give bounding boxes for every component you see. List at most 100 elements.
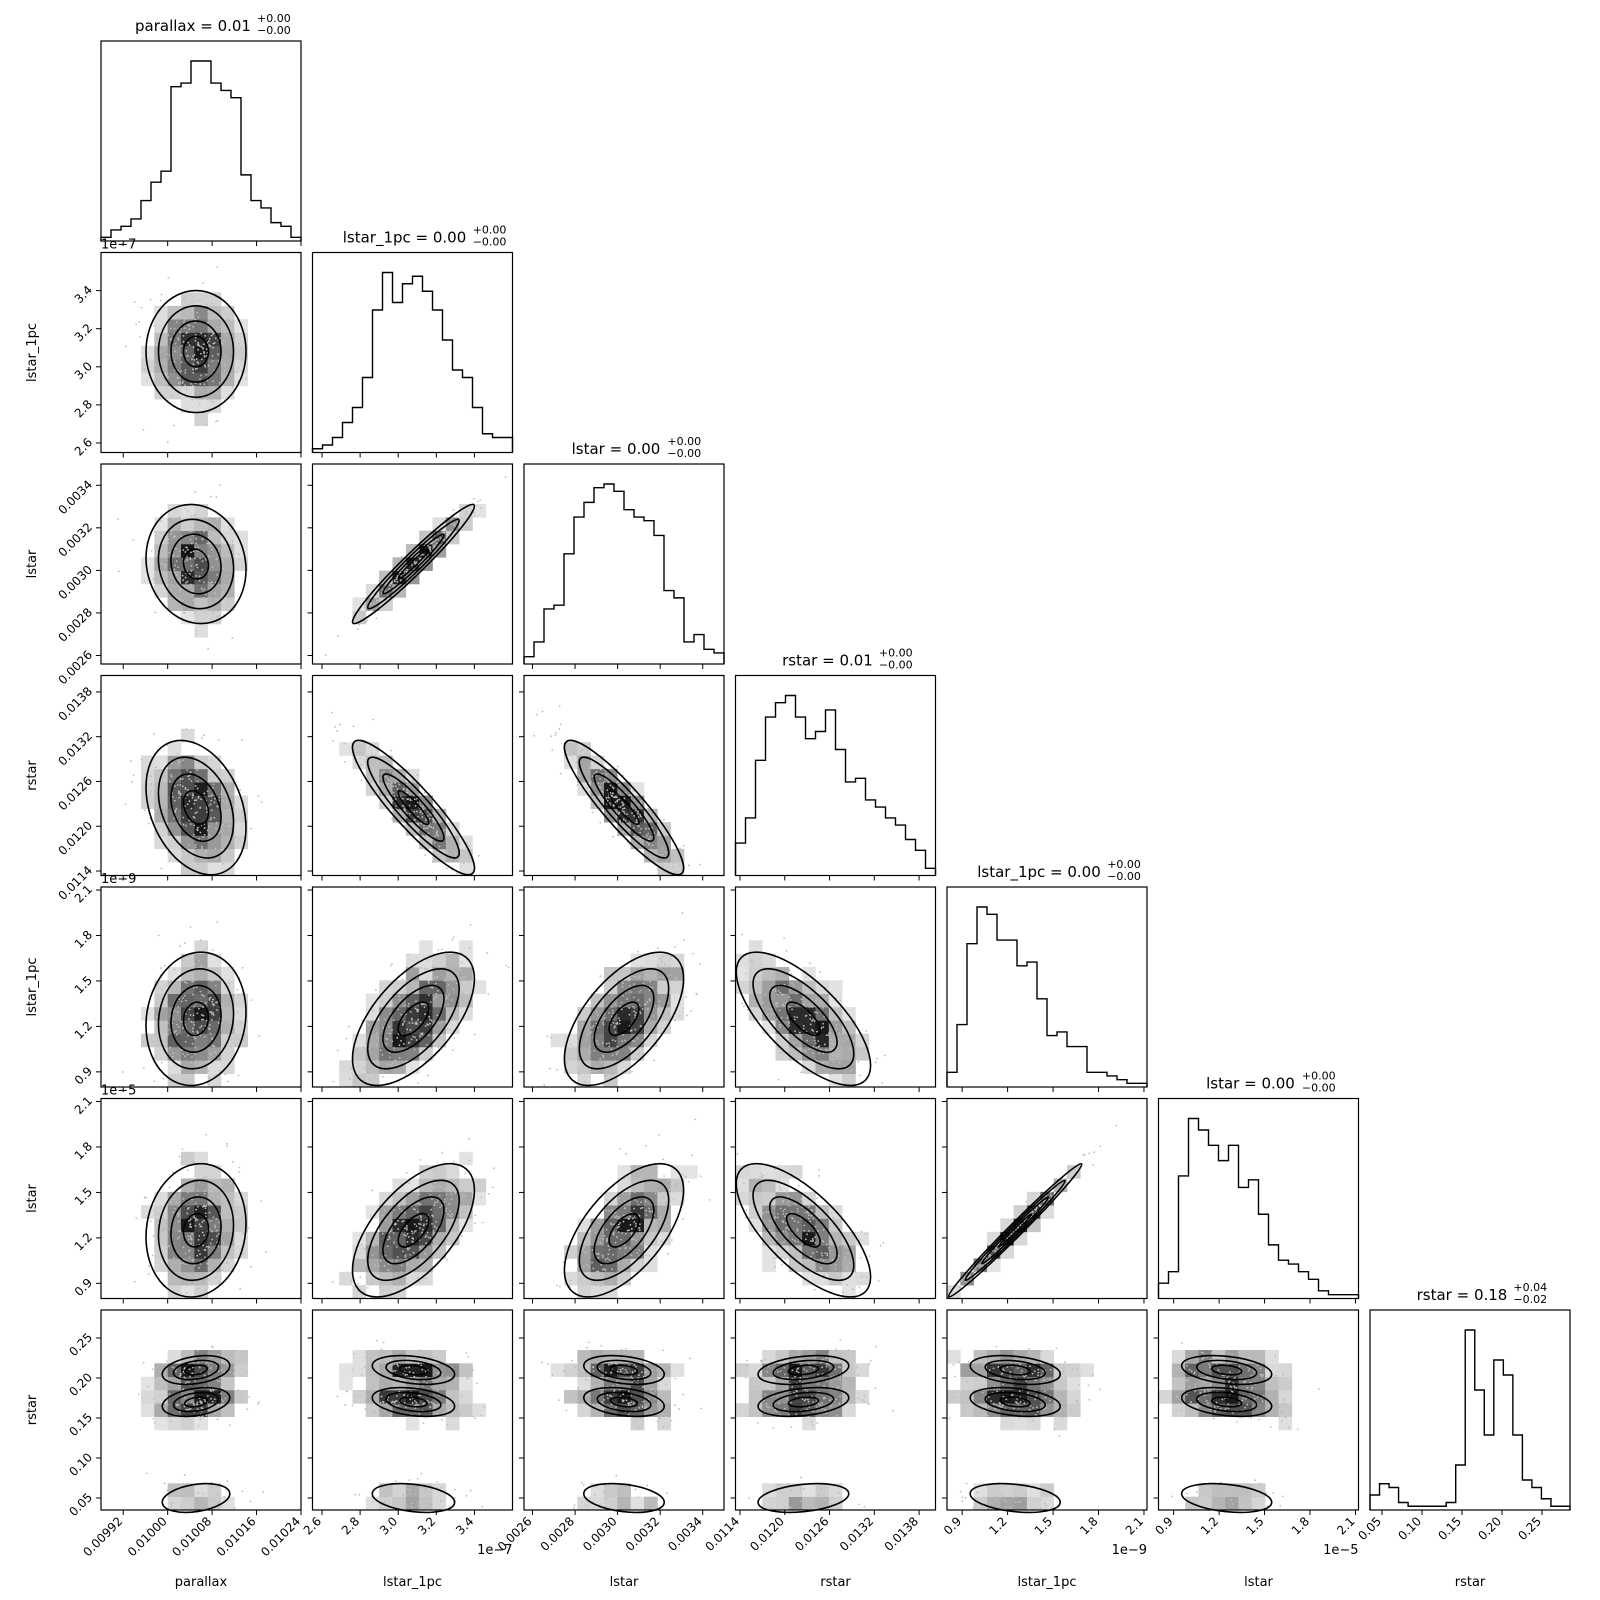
sample-point: [426, 827, 429, 829]
density-cell: [194, 1496, 208, 1511]
sample-point: [708, 1198, 711, 1201]
sample-point: [415, 985, 417, 988]
sample-point: [174, 535, 177, 538]
sample-point: [795, 992, 798, 995]
sample-point: [656, 947, 659, 950]
sample-point: [634, 1012, 637, 1014]
sample-point: [507, 966, 510, 969]
sample-point: [794, 1030, 796, 1033]
sample-point: [594, 1231, 597, 1234]
sample-point: [818, 1168, 820, 1171]
sample-point: [219, 584, 222, 587]
sample-point: [806, 1039, 808, 1042]
panel-frame: [100, 886, 302, 1088]
sample-point: [656, 834, 659, 837]
sample-point: [218, 548, 221, 551]
sample-point: [368, 1047, 371, 1050]
sample-point: [212, 387, 215, 390]
sample-point: [835, 1276, 838, 1279]
sample-point: [369, 603, 372, 606]
sample-point: [818, 1045, 821, 1048]
sample-point: [191, 1400, 193, 1403]
density-cell: [221, 557, 235, 571]
sample-point: [417, 1362, 420, 1365]
sample-point: [363, 1366, 366, 1368]
density-panel-lstar_1pc-vs-lstar: [311, 463, 514, 665]
sample-point: [594, 1493, 596, 1496]
sample-point: [190, 551, 192, 554]
sample-point: [417, 1018, 420, 1021]
sample-point: [685, 996, 687, 998]
sample-point: [425, 827, 427, 830]
sample-point: [197, 863, 200, 866]
sample-point: [192, 371, 195, 374]
sample-point: [651, 1368, 654, 1371]
sample-point: [224, 584, 227, 587]
sample-point: [181, 759, 184, 762]
sample-point: [121, 1071, 124, 1073]
sample-point: [364, 1408, 367, 1411]
sample-point: [612, 835, 615, 838]
sample-point: [168, 1245, 170, 1248]
sample-point: [590, 1031, 593, 1033]
sample-point: [784, 1208, 786, 1211]
sample-point: [186, 1381, 188, 1383]
sample-point: [763, 1204, 766, 1207]
sample-point: [207, 411, 210, 414]
sample-point: [426, 811, 429, 813]
sample-point: [1025, 1200, 1028, 1203]
sample-point: [359, 1276, 362, 1278]
sample-point: [634, 1028, 637, 1031]
sample-point: [429, 1022, 431, 1025]
density-cell: [141, 1007, 155, 1021]
sample-point: [429, 1405, 432, 1408]
sample-point: [447, 1003, 450, 1006]
sample-point: [433, 997, 436, 1000]
sample-point: [200, 345, 203, 348]
sample-point: [162, 1387, 165, 1390]
sample-point: [221, 1022, 224, 1025]
sample-point: [639, 965, 642, 968]
sample-point: [190, 570, 193, 572]
sample-point: [364, 761, 367, 763]
sample-point: [194, 300, 197, 303]
density-cell: [339, 1073, 353, 1088]
sample-point: [439, 1500, 442, 1503]
sample-point: [192, 794, 194, 797]
density-cell: [419, 1033, 433, 1048]
sample-point: [554, 731, 557, 734]
density-cell: [459, 1151, 473, 1166]
sample-point: [424, 1252, 426, 1255]
sample-point: [444, 1198, 447, 1201]
sample-point: [239, 789, 241, 791]
sample-point: [201, 845, 203, 848]
sample-point: [237, 553, 240, 556]
sample-point: [637, 976, 640, 979]
sample-point: [165, 1244, 168, 1247]
sample-point: [215, 615, 218, 618]
sample-point: [198, 575, 201, 578]
sample-point: [188, 1008, 191, 1011]
sample-point: [761, 1176, 764, 1179]
sample-point: [408, 1371, 411, 1373]
panel-title: lstar = 0.00: [1206, 1075, 1295, 1093]
sample-point: [454, 1379, 457, 1382]
sample-point: [381, 1232, 384, 1235]
sample-point: [659, 957, 662, 960]
sample-point: [669, 1188, 672, 1191]
sample-point: [461, 1411, 464, 1413]
sample-point: [807, 1205, 810, 1208]
sample-point: [357, 751, 360, 754]
sample-point: [550, 1036, 552, 1039]
sample-point: [360, 1243, 363, 1246]
sample-point: [634, 1225, 637, 1228]
sample-point: [785, 950, 788, 952]
sample-point: [196, 566, 199, 569]
histogram-step-line: [100, 60, 302, 241]
density-cell: [154, 305, 168, 320]
sample-point: [556, 1068, 559, 1071]
sample-point: [186, 580, 189, 583]
sample-point: [836, 1221, 839, 1224]
sample-point: [435, 1220, 437, 1223]
sample-point: [665, 1015, 668, 1018]
